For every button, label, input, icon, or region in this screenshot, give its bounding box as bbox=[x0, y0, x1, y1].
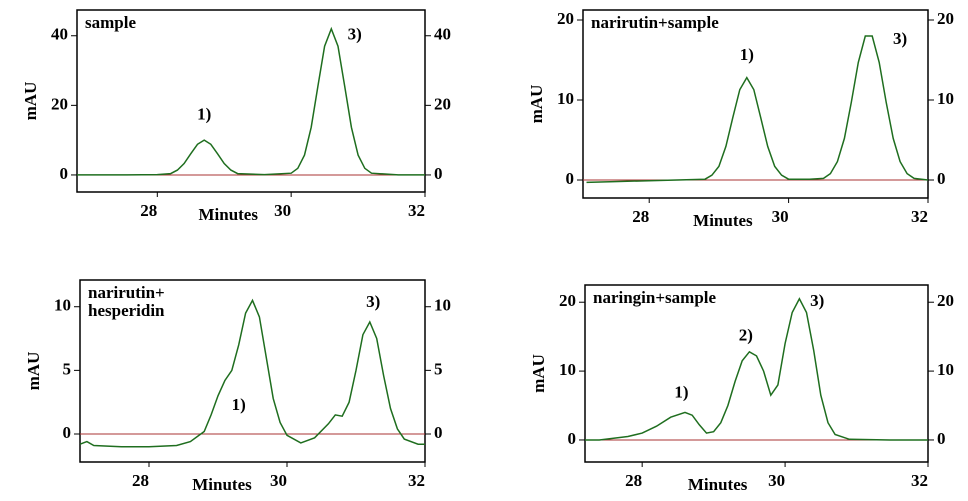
peak-label: 3) bbox=[348, 25, 362, 44]
chart-title: narirutin+ hesperidin bbox=[88, 283, 165, 320]
x-axis-label: Minutes bbox=[693, 211, 753, 230]
plot-frame bbox=[79, 279, 426, 463]
x-tick-label: 30 bbox=[772, 207, 789, 226]
y-tick-label: 10 bbox=[54, 296, 71, 315]
x-axis-label: Minutes bbox=[192, 475, 252, 494]
peak-label: 3) bbox=[366, 292, 380, 311]
y-tick-label: 20 bbox=[557, 9, 574, 28]
x-tick-label: 30 bbox=[768, 471, 785, 490]
y2-tick-label: 20 bbox=[937, 9, 954, 28]
y2-tick-label: 10 bbox=[937, 89, 954, 108]
y-tick-label: 10 bbox=[557, 89, 574, 108]
y-axis-label: mAU bbox=[24, 352, 43, 391]
plot-frame bbox=[584, 284, 929, 463]
trace bbox=[77, 26, 425, 176]
peak-label: 3) bbox=[810, 291, 824, 310]
y-tick-label: 20 bbox=[51, 94, 68, 113]
trace bbox=[79, 298, 425, 448]
chart-title: sample bbox=[85, 13, 136, 32]
plot-frame bbox=[582, 9, 929, 199]
y2-tick-label: 0 bbox=[937, 429, 946, 448]
trace bbox=[585, 297, 928, 441]
peak-label: 2) bbox=[739, 326, 753, 345]
chart-title: naringin+sample bbox=[593, 288, 717, 307]
y2-tick-label: 10 bbox=[434, 296, 451, 315]
y-tick-label: 0 bbox=[566, 169, 575, 188]
x-tick-label: 32 bbox=[408, 201, 425, 220]
peak-label: 3) bbox=[893, 29, 907, 48]
x-tick-label: 32 bbox=[911, 471, 928, 490]
y-axis-label: mAU bbox=[527, 85, 546, 124]
plot-frame bbox=[76, 9, 426, 193]
y2-tick-label: 0 bbox=[434, 423, 443, 442]
peak-label: 1) bbox=[674, 383, 688, 402]
x-tick-label: 28 bbox=[632, 207, 649, 226]
x-tick-label: 28 bbox=[140, 201, 157, 220]
y-tick-label: 0 bbox=[60, 164, 69, 183]
chart-title: narirutin+sample bbox=[591, 13, 719, 32]
y-axis-label: mAU bbox=[21, 82, 40, 121]
y-tick-label: 20 bbox=[559, 291, 576, 310]
x-axis-label: Minutes bbox=[198, 205, 258, 224]
trace bbox=[586, 35, 929, 184]
y-tick-label: 40 bbox=[51, 25, 68, 44]
y2-tick-label: 10 bbox=[937, 360, 954, 379]
y-tick-label: 0 bbox=[63, 423, 72, 442]
y2-tick-label: 20 bbox=[937, 291, 954, 310]
x-tick-label: 30 bbox=[274, 201, 291, 220]
peak-label: 1) bbox=[740, 45, 754, 64]
y2-tick-label: 20 bbox=[434, 94, 451, 113]
y-tick-label: 0 bbox=[568, 429, 577, 448]
x-tick-label: 28 bbox=[625, 471, 642, 490]
y2-tick-label: 0 bbox=[937, 169, 946, 188]
y-tick-label: 10 bbox=[559, 360, 576, 379]
y-tick-label: 5 bbox=[63, 359, 72, 378]
x-axis-label: Minutes bbox=[688, 475, 748, 494]
x-tick-label: 28 bbox=[132, 471, 149, 490]
y2-tick-label: 5 bbox=[434, 359, 443, 378]
peak-label: 1) bbox=[197, 105, 211, 124]
peak-label: 1) bbox=[232, 395, 246, 414]
x-tick-label: 32 bbox=[911, 207, 928, 226]
y2-tick-label: 40 bbox=[434, 25, 451, 44]
y2-tick-label: 0 bbox=[434, 164, 443, 183]
y-axis-label: mAU bbox=[529, 354, 548, 393]
x-tick-label: 30 bbox=[270, 471, 287, 490]
x-tick-label: 32 bbox=[408, 471, 425, 490]
